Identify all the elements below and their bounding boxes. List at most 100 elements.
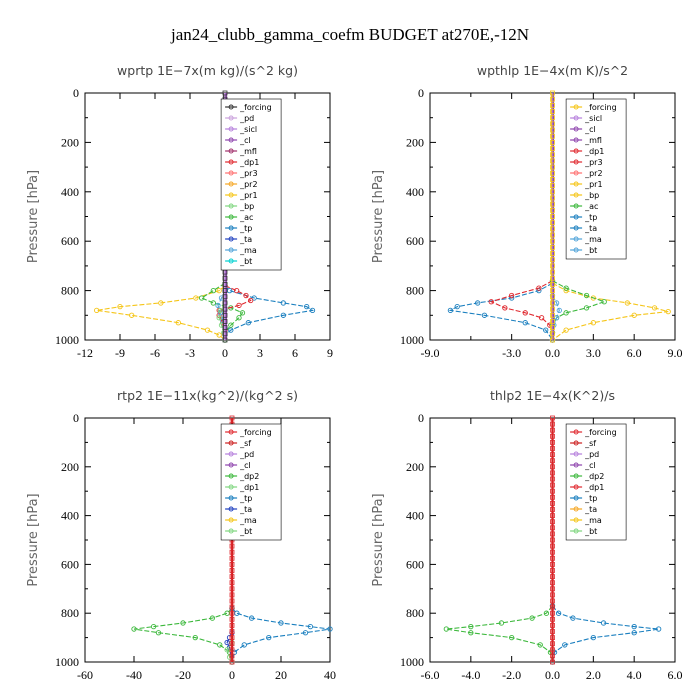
data-point [280,300,286,306]
data-point [215,302,221,309]
legend-marker [573,126,579,132]
data-point [665,308,671,315]
zero-line-marker [550,513,555,518]
legend-marker [573,137,579,143]
zero-line-marker [222,319,228,324]
data-point [583,292,590,299]
zero-line-marker [550,629,555,634]
legend-marker [573,247,579,253]
zero-line-marker [222,294,228,300]
x-tick-label: -12 [77,346,93,360]
x-tick-label: 20 [275,668,287,682]
data-point [228,327,234,333]
zero-line-marker [550,189,555,195]
legend-entry: _dp1 [584,147,604,156]
x-tick-label: -6 [150,346,160,360]
zero-line-marker [550,263,555,269]
x-tick-label: -9.0 [421,346,440,360]
zero-line-marker [550,152,555,158]
y-tick-label: 0 [73,411,79,425]
data-point [248,615,255,621]
data-point [509,634,515,641]
zero-line-marker [550,592,555,598]
legend-entry: _sf [239,439,251,448]
data-point [536,285,542,291]
zero-line-marker [550,610,555,616]
x-tick-label: -3.0 [502,346,521,360]
zero-line-marker [229,604,235,610]
data-point [216,315,222,321]
panel-title: rtp2 1E−11x(kg^2)/(kg^2 s) [117,388,298,403]
x-tick-label: 0.0 [545,668,560,682]
series-line-bp [218,302,226,341]
zero-line-marker [222,282,228,287]
legend-marker [228,506,234,512]
data-point [251,295,257,301]
zero-line-marker [229,623,235,628]
zero-line-marker [550,282,555,287]
data-point [563,327,569,333]
data-point [498,620,505,626]
zero-line-marker [550,257,555,263]
data-point [266,634,272,641]
legend-entry: _dp1 [239,483,259,492]
data-point [175,320,181,326]
legend-entry: _sf [584,439,596,448]
data-point [651,305,658,311]
data-point [656,626,662,632]
zero-line-marker [550,207,555,213]
legend-entry: _pd [239,450,254,459]
legend-entry: _dp1 [584,483,604,492]
data-point [309,307,316,314]
x-tick-label: -9 [115,346,125,360]
data-point [474,300,481,306]
zero-line-marker [550,170,555,176]
zero-line-marker [222,325,228,331]
zero-line-marker [229,562,235,567]
zero-line-marker [229,647,235,653]
legend-marker [228,159,234,165]
series-line-tp [224,285,315,340]
zero-line-marker [550,337,555,343]
data-point [234,287,240,294]
zero-line-marker [222,300,228,306]
zero-line-marker [550,294,555,300]
zero-line-marker [550,109,555,114]
data-point [155,630,162,636]
zero-line-marker [550,659,555,665]
legend-marker [573,495,579,501]
zero-line-marker [550,562,555,567]
data-point [239,310,246,316]
zero-line-marker [550,102,555,108]
zero-line-marker [550,537,555,543]
legend-entry: _ma [584,235,602,244]
legend-marker [228,247,234,253]
legend-entry: _sicl [239,125,257,134]
series-line-ac [551,280,606,340]
legend-marker [573,451,579,457]
zero-line-marker [550,115,555,121]
x-tick-label: 0 [222,346,228,360]
zero-line-marker [229,543,235,549]
zero-line-marker [550,121,555,127]
zero-line-marker [222,312,228,318]
zero-line-marker [229,653,235,659]
data-point [556,307,562,314]
zero-line-marker [550,519,555,525]
zero-line-marker [550,488,555,494]
legend-entry: _cl [584,125,596,134]
legend-entry: _forcing [584,103,617,112]
y-tick-label: 800 [61,284,79,298]
data-point [236,315,242,321]
zero-line-marker [550,507,555,512]
x-tick-label: 2.0 [586,668,601,682]
legend-marker [228,462,234,468]
data-point [481,312,488,318]
zero-line-marker [550,158,555,164]
legend-entry: _cl [239,461,251,470]
zero-line-marker [229,610,235,616]
legend-entry: _ta [584,505,597,514]
legend-entry: _bt [239,257,252,266]
zero-line-marker [550,543,555,549]
y-tick-label: 400 [61,509,79,523]
